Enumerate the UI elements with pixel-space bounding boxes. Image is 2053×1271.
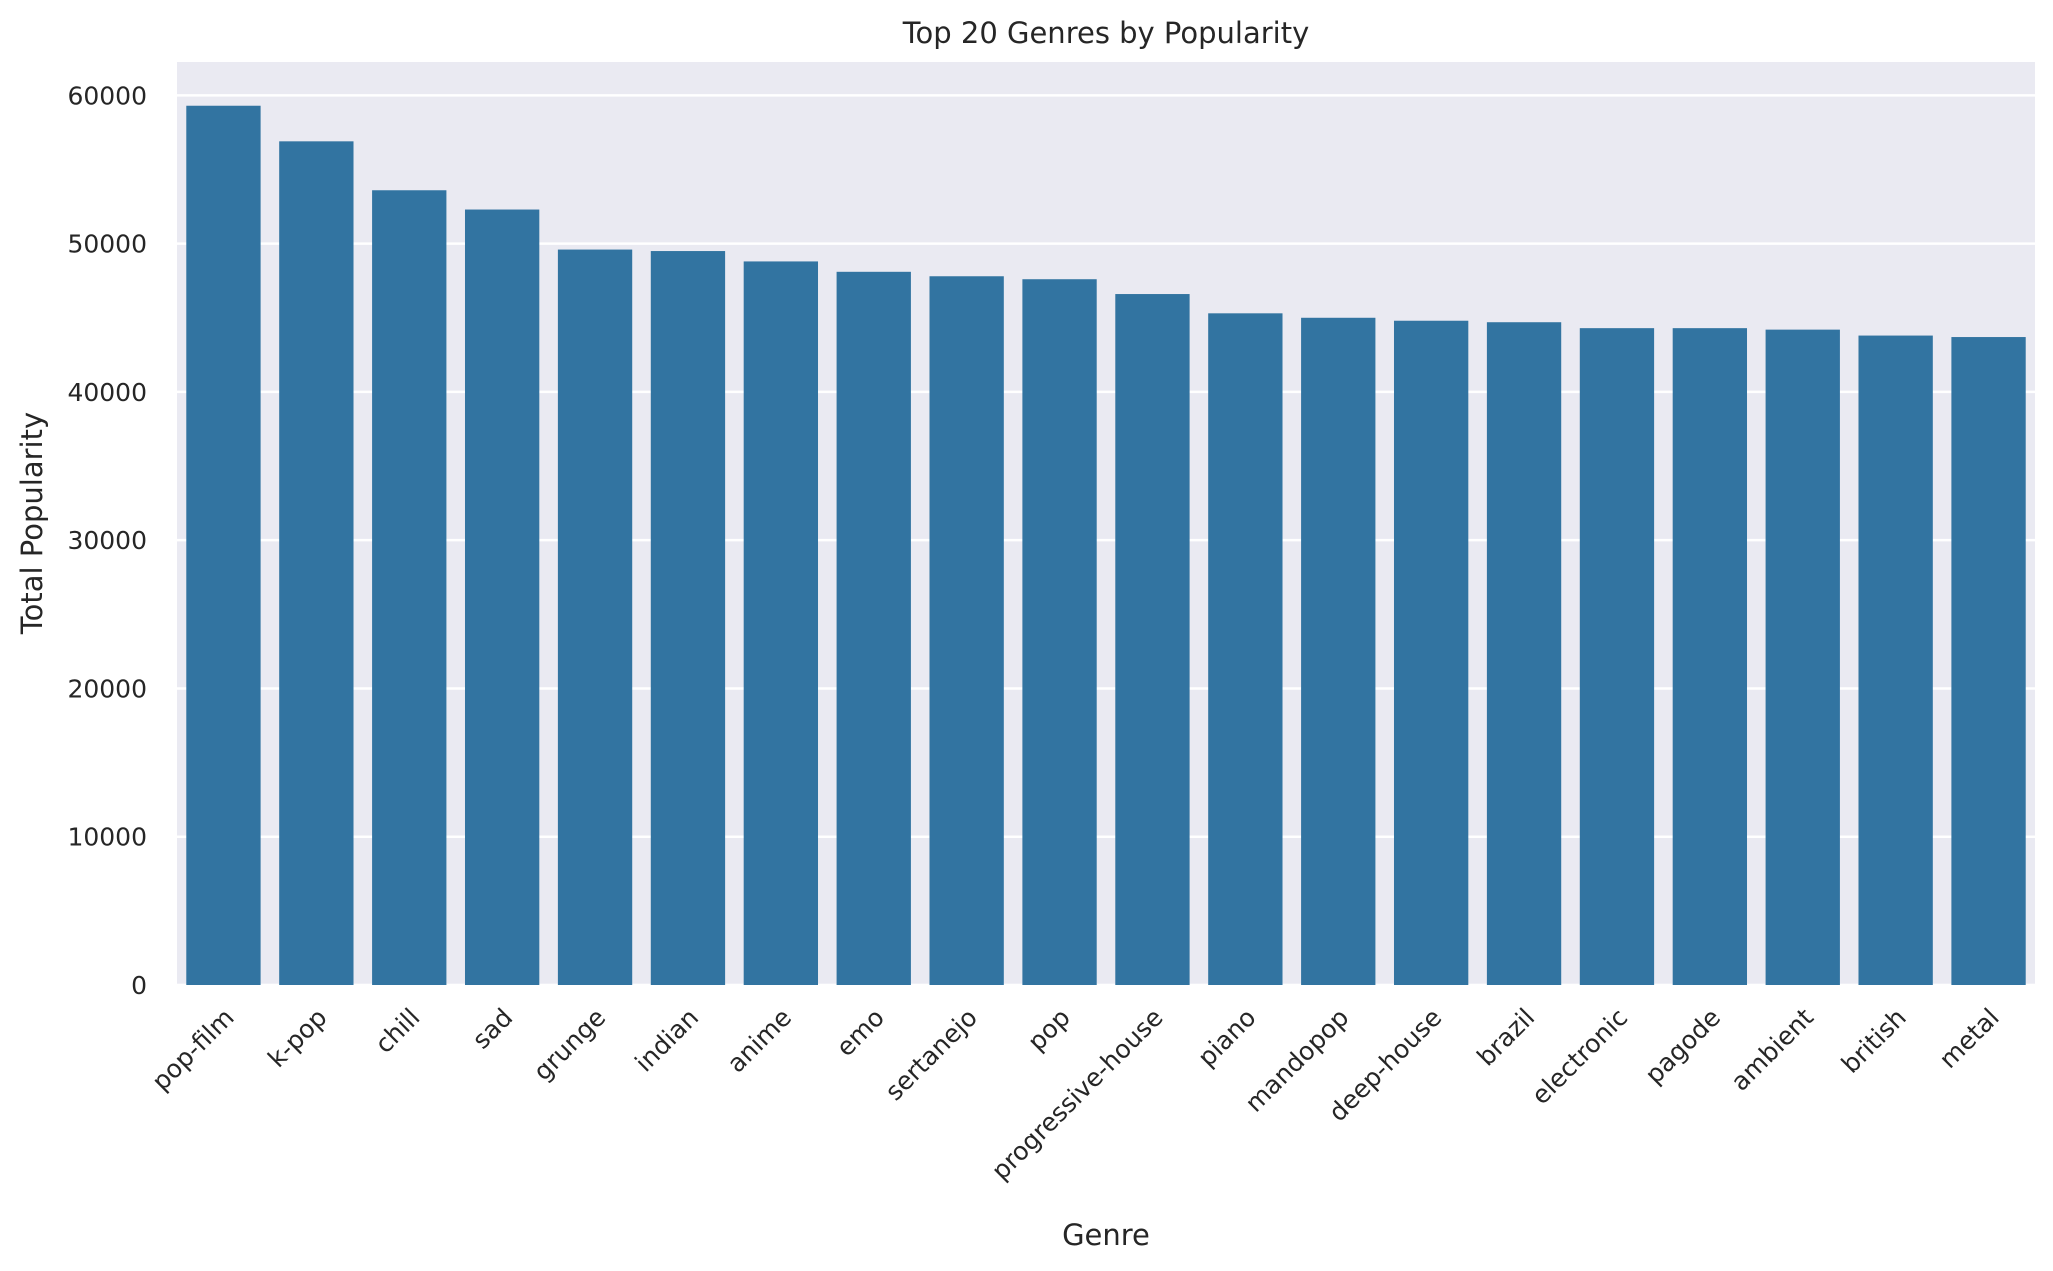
bar-deep-house [1393, 320, 1469, 985]
y-tick-label: 0 [131, 971, 147, 1000]
x-tick-label: k-pop [262, 1003, 332, 1073]
x-tick-label: pop-film [146, 1003, 239, 1096]
y-tick-label: 10000 [67, 823, 147, 852]
bars [186, 105, 2026, 986]
bar-chill [372, 190, 447, 985]
bar-sad [464, 209, 540, 985]
x-tick-label: electronic [1526, 1003, 1633, 1110]
bar-metal [1951, 337, 2026, 985]
bar-progressive-house [1115, 294, 1190, 986]
bar-pop [1022, 279, 1097, 985]
x-tick-label: grunge [528, 1003, 612, 1087]
bar-pagode [1672, 328, 1748, 985]
x-tick-label: ambient [1725, 1003, 1819, 1097]
bar-anime [743, 261, 819, 985]
bar-british [1858, 335, 1933, 985]
bar-indian [650, 251, 726, 985]
bar-brazil [1486, 322, 1562, 986]
y-tick-label: 20000 [67, 674, 147, 703]
x-tick-label: pagode [1639, 1003, 1726, 1090]
y-tick-label: 50000 [67, 230, 147, 259]
bar-grunge [557, 249, 633, 986]
y-axis-label: Total Popularity [15, 412, 49, 635]
x-tick-label: piano [1192, 1003, 1261, 1072]
y-tick-label: 60000 [67, 81, 147, 110]
x-tick-label: anime [722, 1003, 798, 1079]
x-tick-label: british [1836, 1003, 1912, 1079]
bar-pop-film [186, 105, 261, 986]
plot-area [177, 62, 2035, 985]
x-tick-label: brazil [1471, 1003, 1540, 1072]
bar-emo [836, 271, 911, 986]
bar-electronic [1579, 328, 1655, 985]
x-tick-label: pop [1022, 1003, 1076, 1057]
x-tick-label: indian [629, 1003, 704, 1078]
bar-piano [1208, 313, 1283, 986]
x-tick-label: chill [369, 1003, 425, 1059]
x-tick-label: emo [831, 1003, 890, 1062]
bar-sertanejo [929, 276, 1004, 985]
y-axis-ticks: 0 10000 20000 30000 40000 50000 60000 [67, 81, 147, 1000]
bar-mandopop [1301, 317, 1376, 985]
x-tick-label: metal [1934, 1003, 2005, 1074]
y-tick-label: 30000 [67, 526, 147, 555]
x-axis-ticks: pop-film k-pop chill sad grunge indian anime em… [146, 1003, 2005, 1186]
bar-ambient [1765, 329, 1840, 985]
bar-k-pop [279, 141, 354, 985]
x-tick-label: progressive-house [986, 1003, 1169, 1186]
x-tick-label: sad [467, 1003, 519, 1055]
x-axis-label: Genre [1062, 1218, 1150, 1252]
y-tick-label: 40000 [67, 378, 147, 407]
x-tick-label: sertanejo [879, 1003, 982, 1106]
chart-title: Top 20 Genres by Popularity [902, 16, 1310, 50]
